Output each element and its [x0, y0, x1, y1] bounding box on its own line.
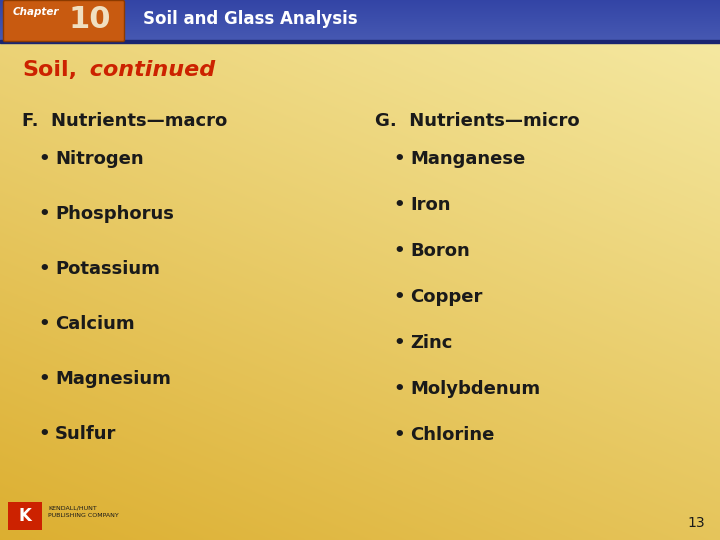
Text: •: •: [38, 205, 50, 223]
Text: •: •: [393, 150, 405, 168]
Text: Nitrogen: Nitrogen: [55, 150, 143, 168]
Text: Molybdenum: Molybdenum: [410, 380, 540, 398]
Text: Potassium: Potassium: [55, 260, 160, 278]
Text: Chlorine: Chlorine: [410, 426, 495, 444]
Text: Chapter: Chapter: [13, 7, 60, 17]
Text: Calcium: Calcium: [55, 315, 135, 333]
Text: Zinc: Zinc: [410, 334, 452, 352]
Text: Magnesium: Magnesium: [55, 370, 171, 388]
Text: •: •: [38, 370, 50, 388]
Text: •: •: [38, 150, 50, 168]
Text: PUBLISHING COMPANY: PUBLISHING COMPANY: [48, 513, 119, 518]
FancyBboxPatch shape: [4, 1, 125, 42]
Text: continued: continued: [82, 60, 215, 80]
Text: Boron: Boron: [410, 242, 469, 260]
Bar: [8, 502, 42, 530]
Text: Manganese: Manganese: [410, 150, 526, 168]
Text: Soil,: Soil,: [22, 60, 77, 80]
Text: •: •: [38, 425, 50, 443]
Text: 10: 10: [68, 4, 111, 33]
Text: K: K: [19, 507, 32, 525]
Text: •: •: [393, 334, 405, 352]
Bar: [0, 40, 720, 43]
Text: Phosphorus: Phosphorus: [55, 205, 174, 223]
Text: •: •: [393, 380, 405, 398]
Text: Soil and Glass Analysis: Soil and Glass Analysis: [143, 10, 358, 28]
Text: •: •: [393, 426, 405, 444]
Text: •: •: [38, 315, 50, 333]
Text: •: •: [393, 196, 405, 214]
Text: •: •: [393, 288, 405, 306]
Text: •: •: [393, 242, 405, 260]
Text: Sulfur: Sulfur: [55, 425, 117, 443]
Text: Copper: Copper: [410, 288, 482, 306]
Text: F.  Nutrients—macro: F. Nutrients—macro: [22, 112, 228, 130]
Text: Iron: Iron: [410, 196, 451, 214]
Text: KENDALL/HUNT: KENDALL/HUNT: [48, 505, 96, 510]
Text: 13: 13: [688, 516, 705, 530]
Text: •: •: [38, 260, 50, 278]
Text: G.  Nutrients—micro: G. Nutrients—micro: [375, 112, 580, 130]
